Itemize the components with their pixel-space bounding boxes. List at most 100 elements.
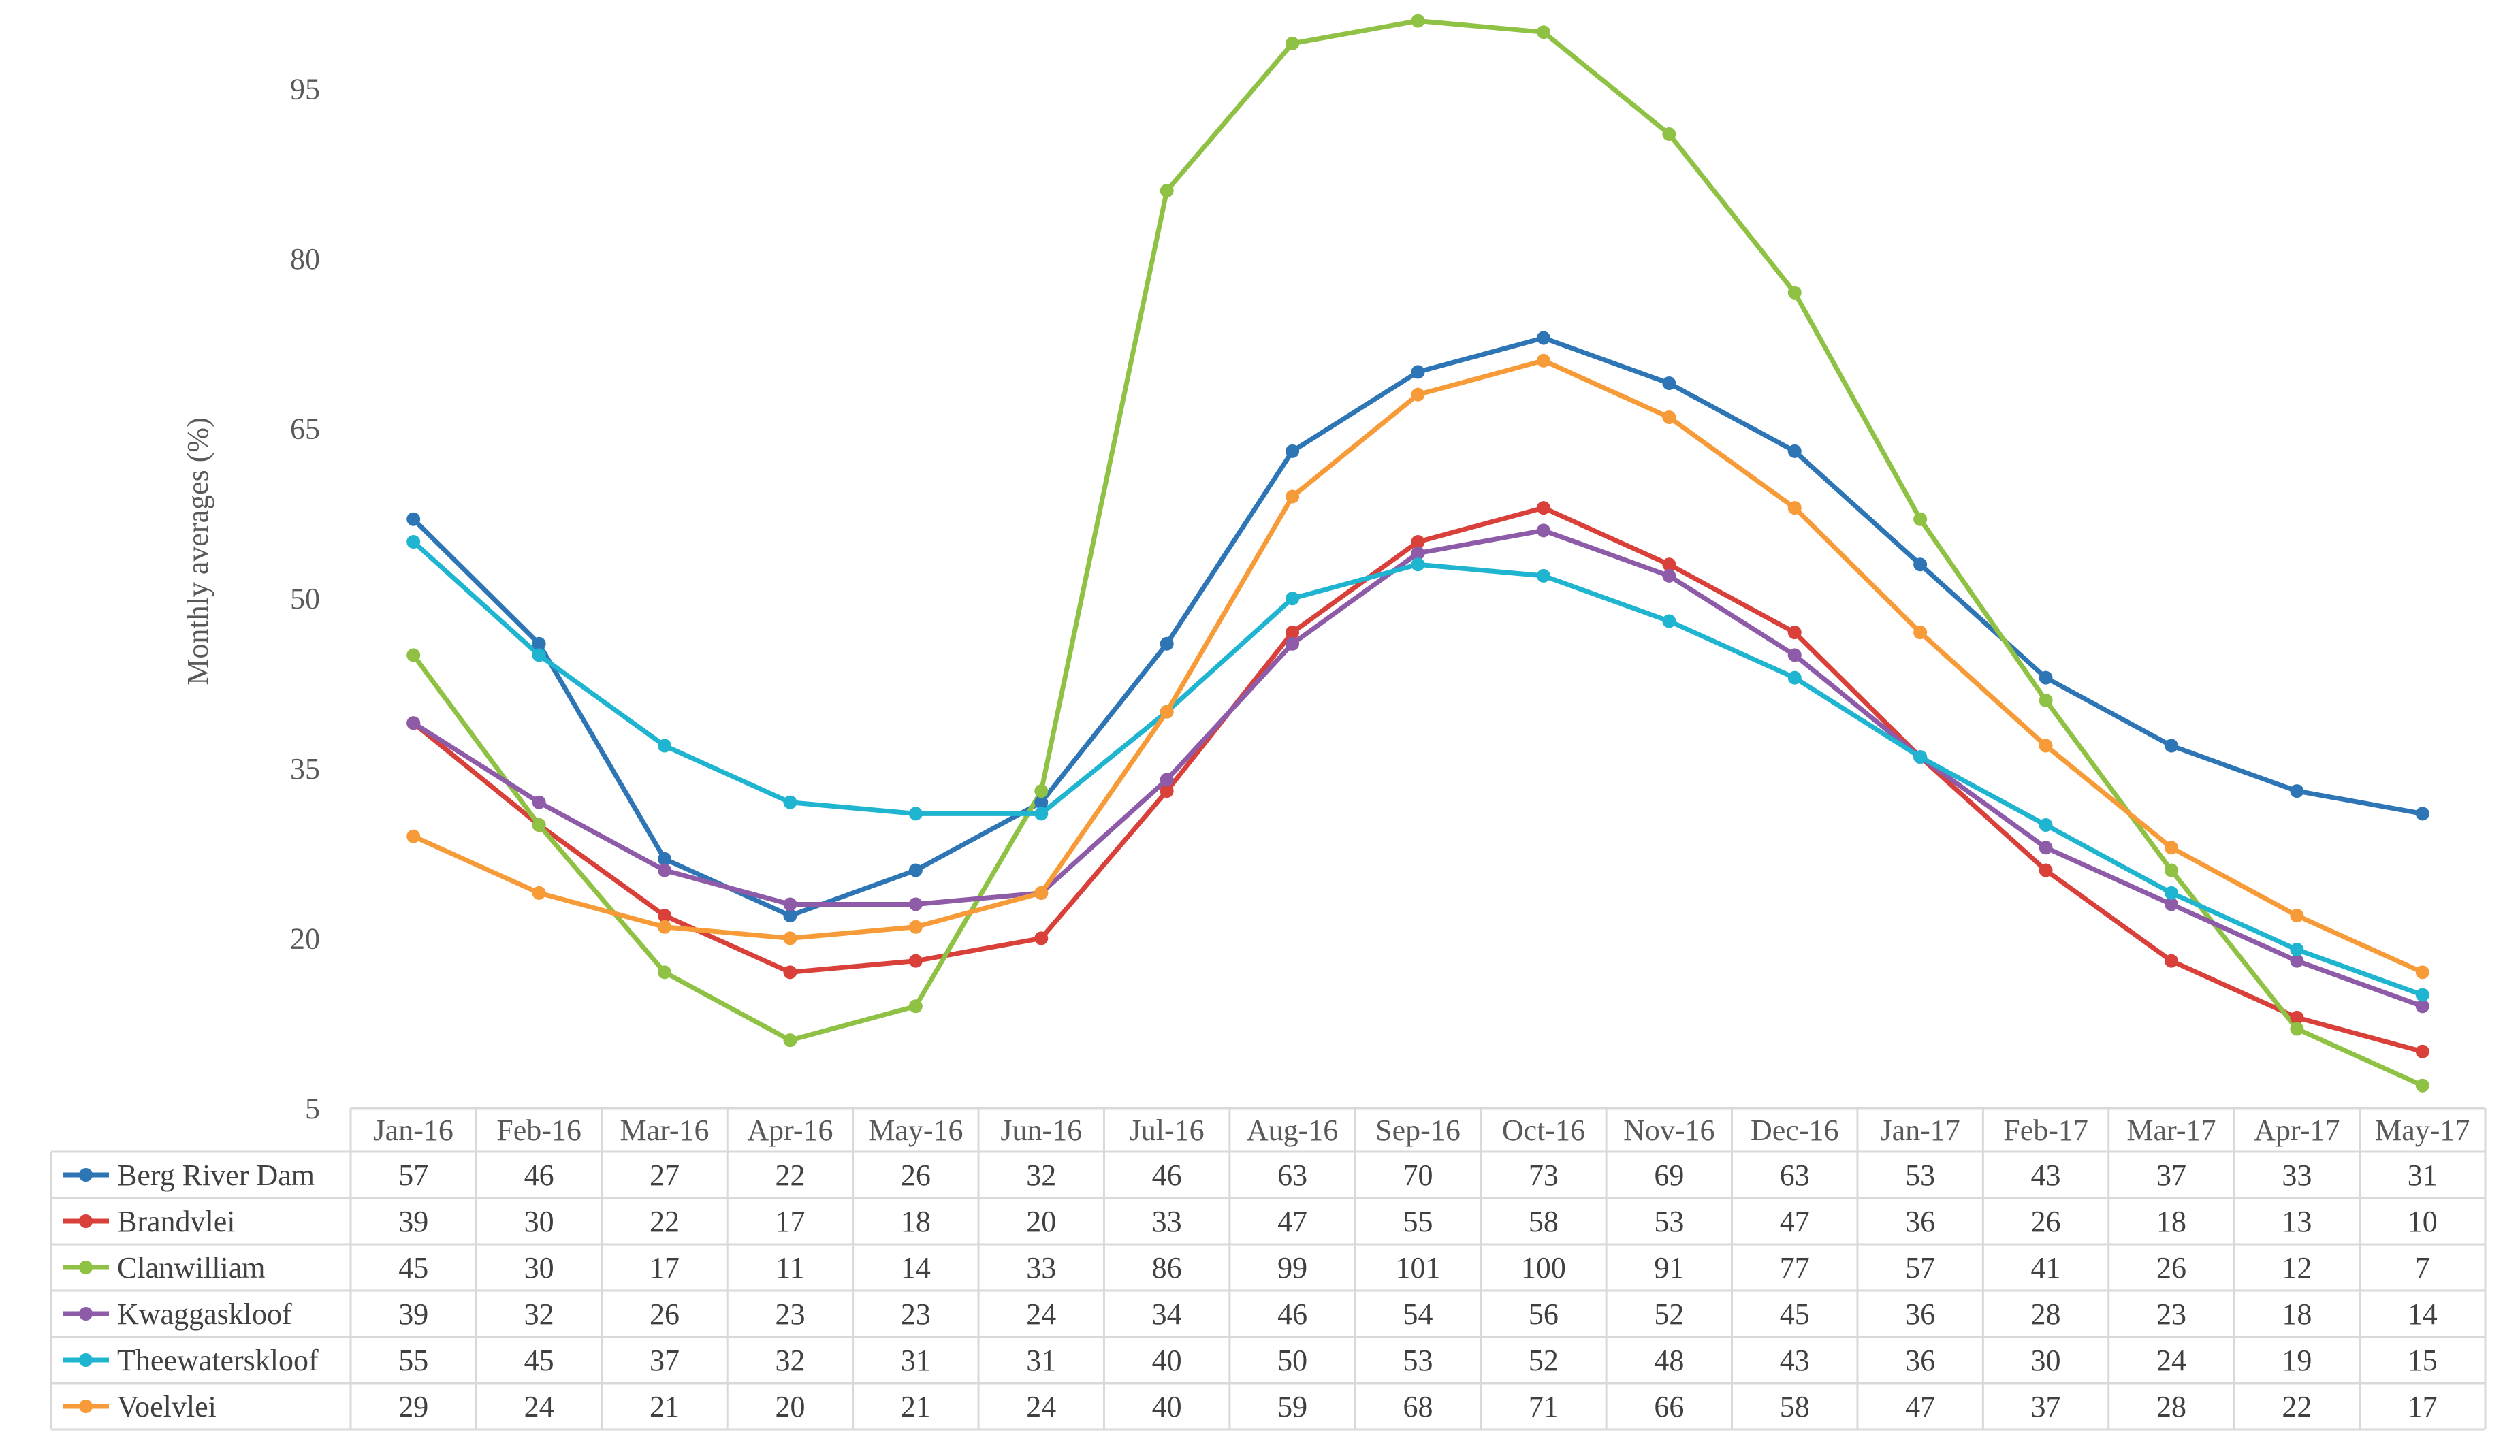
- y-tick-label: 95: [290, 72, 320, 106]
- x-tick-label: Feb-17: [2003, 1114, 2088, 1147]
- data-label: 26: [901, 1159, 931, 1192]
- y-axis-title: Monthly averages (%): [181, 417, 214, 685]
- data-label: 50: [1277, 1344, 1307, 1377]
- data-point: [1034, 784, 1049, 798]
- data-point: [1536, 501, 1550, 515]
- legend-marker: [79, 1400, 93, 1413]
- data-label: 52: [1654, 1297, 1684, 1331]
- data-label: 77: [1780, 1251, 1810, 1284]
- data-point: [1160, 705, 1174, 719]
- data-label: 31: [2408, 1159, 2438, 1192]
- data-label: 22: [2282, 1390, 2312, 1423]
- y-tick-label: 35: [290, 752, 320, 786]
- x-tick-label: Jan-16: [374, 1114, 453, 1147]
- data-point: [1787, 501, 1802, 515]
- data-label: 17: [650, 1251, 680, 1284]
- data-label: 86: [1152, 1251, 1182, 1284]
- data-point: [2290, 909, 2304, 923]
- data-point: [2415, 965, 2429, 980]
- data-label: 68: [1403, 1390, 1433, 1423]
- data-point: [1536, 523, 1550, 538]
- data-point: [908, 999, 923, 1014]
- data-point: [1913, 512, 1928, 526]
- data-label: 21: [650, 1390, 680, 1423]
- data-label: 31: [1026, 1344, 1056, 1377]
- data-label: 47: [1277, 1205, 1307, 1238]
- data-point: [1536, 331, 1550, 345]
- data-label: 11: [776, 1251, 804, 1284]
- legend-entry: Brandvlei: [117, 1205, 236, 1238]
- data-point: [783, 897, 797, 911]
- data-label: 33: [1152, 1205, 1182, 1238]
- legend-entry: Berg River Dam: [117, 1159, 315, 1192]
- data-label: 46: [1277, 1297, 1307, 1331]
- legend-entry: Clanwilliam: [117, 1251, 266, 1284]
- data-point: [2290, 784, 2304, 798]
- data-label: 14: [901, 1251, 931, 1284]
- data-point: [1286, 489, 1300, 504]
- data-point: [532, 648, 546, 662]
- data-label: 26: [2031, 1205, 2061, 1238]
- data-point: [2290, 1010, 2304, 1024]
- data-label: 54: [1403, 1297, 1433, 1331]
- data-label: 53: [1654, 1205, 1684, 1238]
- data-label: 22: [650, 1205, 680, 1238]
- y-tick-label: 5: [305, 1092, 320, 1125]
- data-point: [1286, 444, 1300, 458]
- y-axis-ticks: 5 20 35 50 65 80 95: [290, 72, 320, 1125]
- data-label: 47: [1905, 1390, 1935, 1423]
- x-tick-label: Aug-16: [1247, 1114, 1338, 1147]
- data-label: 26: [2156, 1251, 2186, 1284]
- data-label: 7: [2415, 1251, 2430, 1284]
- data-label: 32: [775, 1344, 805, 1377]
- data-label: 45: [398, 1251, 428, 1284]
- data-point: [2039, 670, 2053, 685]
- data-point: [1913, 557, 1928, 572]
- data-point: [908, 807, 923, 821]
- data-point: [2039, 739, 2053, 753]
- data-label: 37: [2156, 1159, 2186, 1192]
- data-point: [2039, 863, 2053, 877]
- data-label: 39: [398, 1205, 428, 1238]
- data-label: 18: [2156, 1205, 2186, 1238]
- data-point: [1662, 127, 1676, 141]
- data-point: [908, 954, 923, 968]
- data-point: [908, 863, 923, 877]
- data-point: [2415, 999, 2429, 1014]
- data-label: 29: [398, 1390, 428, 1423]
- data-point: [2290, 1022, 2304, 1036]
- data-label: 23: [775, 1297, 805, 1331]
- data-label: 99: [1277, 1251, 1307, 1284]
- data-point: [1411, 387, 1425, 402]
- x-tick-label: Apr-16: [747, 1114, 833, 1147]
- data-point: [2164, 863, 2178, 877]
- data-point: [2039, 818, 2053, 832]
- data-label: 34: [1152, 1297, 1182, 1331]
- data-point: [1411, 546, 1425, 560]
- data-label: 66: [1654, 1390, 1684, 1423]
- legend-marker: [79, 1168, 93, 1182]
- data-point: [658, 920, 672, 934]
- data-label: 24: [524, 1390, 554, 1423]
- data-label: 30: [524, 1205, 554, 1238]
- x-tick-label: Nov-16: [1623, 1114, 1714, 1147]
- data-point: [2039, 841, 2053, 855]
- data-point: [1662, 557, 1676, 572]
- data-point: [1662, 568, 1676, 583]
- data-label: 14: [2408, 1297, 2438, 1331]
- data-point: [532, 886, 546, 900]
- data-point: [406, 716, 421, 730]
- data-point: [1286, 592, 1300, 606]
- data-label: 27: [650, 1159, 680, 1192]
- data-label: 20: [775, 1390, 805, 1423]
- data-point: [2164, 886, 2178, 900]
- data-point: [406, 648, 421, 662]
- data-point: [1787, 670, 1802, 685]
- data-label: 24: [1026, 1297, 1056, 1331]
- data-point: [1662, 410, 1676, 424]
- data-point: [2290, 954, 2304, 968]
- data-point: [2415, 1044, 2429, 1058]
- series-line-1: [411, 505, 2423, 1054]
- data-label: 37: [650, 1344, 680, 1377]
- data-label: 40: [1152, 1344, 1182, 1377]
